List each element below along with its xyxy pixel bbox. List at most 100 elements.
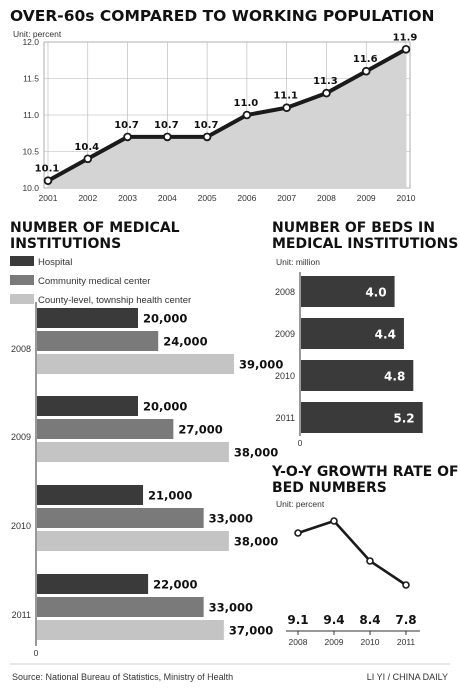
data-point — [202, 132, 212, 142]
x-tick-label: 2008 — [317, 193, 336, 203]
year-label: 2009 — [275, 329, 295, 339]
x-tick-label: 2009 — [357, 193, 376, 203]
year-label: 2011 — [12, 610, 31, 620]
x-tick-label: 2009 — [325, 637, 344, 647]
beds-chart: NUMBER OF BEDS IN MEDICAL INSTITUTIONS U… — [272, 220, 458, 448]
data-point — [242, 110, 252, 120]
institution-bar — [37, 531, 229, 551]
year-label: 2011 — [276, 413, 295, 423]
data-point — [401, 44, 411, 54]
x-tick-label: 2005 — [198, 193, 217, 203]
over-60s-x-ticks: 2001 2002 2003 2004 2005 2006 2007 2008 2009 2010 — [39, 193, 416, 203]
bar-value-label: 24,000 — [163, 335, 207, 349]
year-label: 2008 — [11, 344, 31, 354]
medical-institutions-chart: NUMBER OF MEDICAL INSTITUTIONS Hospital C… — [10, 220, 283, 658]
bar-value-label: 33,000 — [209, 601, 253, 615]
growth-value-label: 9.4 — [323, 613, 344, 627]
institutions-legend: Hospital Community medical center County-l… — [10, 256, 191, 306]
growth-point — [366, 557, 374, 565]
x-tick-label: 2008 — [289, 637, 308, 647]
beds-value-label: 5.2 — [393, 412, 414, 426]
legend-label: County-level, township health center — [38, 295, 191, 306]
bar-value-label: 27,000 — [178, 423, 222, 437]
x-tick-label: 2007 — [277, 193, 296, 203]
institutions-axis-zero: 0 — [34, 648, 39, 658]
beds-bar — [301, 318, 404, 349]
year-label: 2008 — [275, 287, 295, 297]
over-60s-value-labels: 10.1 10.4 10.7 10.7 10.7 11.0 11.1 11.3 11.6 11.9 — [35, 32, 418, 174]
data-point — [282, 103, 291, 112]
beds-axis-zero: 0 — [298, 438, 303, 448]
institutions-title-line-2: INSTITUTIONS — [10, 236, 121, 252]
value-label: 11.3 — [313, 76, 338, 87]
over-60s-title: OVER-60s COMPARED TO WORKING POPULATION — [10, 7, 434, 25]
value-label: 11.1 — [273, 91, 298, 102]
x-tick-label: 2010 — [397, 193, 416, 203]
institutions-title-line-1: NUMBER OF MEDICAL — [10, 220, 180, 236]
y-tick-label: 11.0 — [23, 110, 39, 120]
x-tick-label: 2010 — [361, 637, 380, 647]
legend-label: Community medical center — [38, 276, 150, 287]
y-tick-label: 11.5 — [23, 74, 39, 84]
source-note: Source: National Bureau of Statistics, M… — [12, 672, 233, 682]
growth-value-label: 9.1 — [287, 613, 308, 627]
legend-label: Hospital — [38, 257, 72, 268]
beds-value-label: 4.8 — [384, 370, 405, 384]
bar-value-label: 38,000 — [234, 535, 278, 549]
beds-year-labels: 2008 2009 2010 2011 — [275, 287, 295, 423]
over-60s-y-ticks: 10.0 10.5 11.0 11.5 12.0 — [22, 37, 39, 193]
institution-bar — [37, 485, 144, 505]
beds-bar — [301, 402, 423, 433]
growth-title-line-2: BED NUMBERS — [272, 480, 387, 496]
beds-unit: Unit: million — [276, 257, 320, 267]
institutions-bars: 20,000 24,000 39,000 20,000 27,000 38,000 21,0… — [35, 302, 283, 646]
value-label: 11.0 — [234, 98, 259, 109]
institution-bar — [37, 508, 204, 528]
data-point — [361, 66, 371, 76]
growth-year-labels: 2008 2009 2010 2011 — [289, 631, 416, 647]
beds-bars: 4.0 4.4 4.8 5.2 — [299, 272, 423, 436]
growth-point — [294, 529, 302, 537]
x-tick-label: 2011 — [397, 637, 416, 647]
institution-bar — [37, 574, 149, 594]
growth-point — [330, 517, 338, 525]
bar-value-label: 22,000 — [153, 578, 197, 592]
institution-bar — [37, 308, 138, 328]
bar-value-label: 38,000 — [234, 446, 278, 460]
bar-value-label: 21,000 — [148, 489, 192, 503]
legend-swatch — [10, 275, 34, 285]
value-label: 11.9 — [393, 32, 418, 43]
institution-bar — [37, 331, 159, 351]
beds-value-label: 4.0 — [365, 286, 386, 300]
y-tick-label: 10.5 — [22, 147, 39, 157]
beds-bar — [301, 360, 414, 391]
institutions-year-labels: 2008 2009 2010 2011 — [11, 344, 31, 620]
beds-bar — [301, 276, 395, 307]
data-point — [123, 132, 132, 142]
data-point — [43, 176, 53, 186]
bar-value-label: 33,000 — [209, 512, 253, 526]
x-tick-label: 2001 — [39, 193, 58, 203]
beds-value-label: 4.4 — [375, 328, 396, 342]
y-tick-label: 12.0 — [22, 37, 39, 47]
year-label: 2010 — [275, 371, 295, 381]
growth-rate-chart: Y-O-Y GROWTH RATE OF BED NUMBERS Unit: p… — [271, 464, 459, 647]
institution-bar — [37, 620, 224, 640]
growth-value-labels: 9.1 9.4 8.4 7.8 — [287, 613, 416, 627]
institution-bar — [37, 442, 229, 462]
institution-bar — [37, 396, 138, 416]
over-60s-chart: OVER-60s COMPARED TO WORKING POPULATION … — [10, 7, 434, 203]
over-60s-line — [47, 47, 407, 183]
year-label: 2009 — [11, 432, 31, 442]
growth-title-line-1: Y-O-Y GROWTH RATE OF — [271, 464, 459, 480]
value-label: 10.4 — [74, 142, 99, 153]
value-label: 10.7 — [154, 120, 179, 131]
x-tick-label: 2006 — [237, 193, 256, 203]
institution-bar — [37, 354, 234, 374]
legend-swatch — [10, 294, 34, 304]
value-label: 11.6 — [353, 54, 378, 65]
x-tick-label: 2004 — [158, 193, 177, 203]
bar-value-label: 20,000 — [143, 312, 187, 326]
growth-line — [297, 519, 407, 587]
x-tick-label: 2003 — [118, 193, 137, 203]
